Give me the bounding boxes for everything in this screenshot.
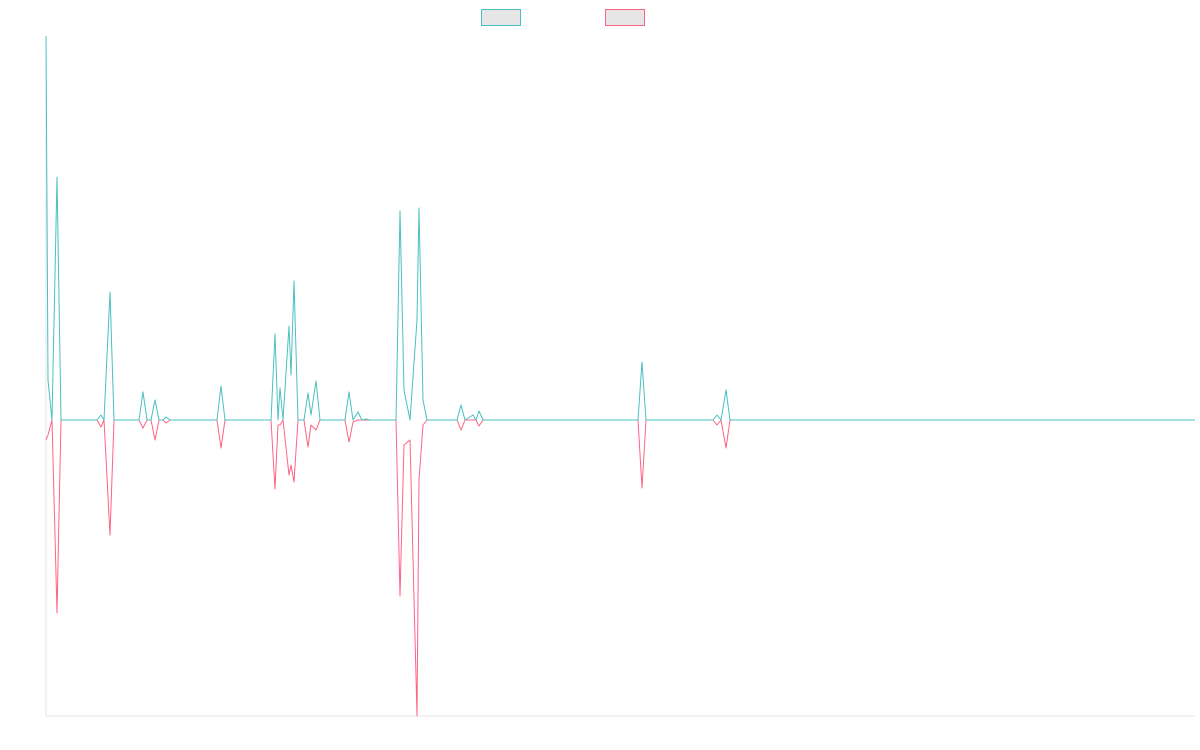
legend-swatch[interactable] [605,9,645,26]
legend [481,9,645,26]
series-line [45,419,1195,717]
legend-swatch[interactable] [481,9,521,26]
series-line [45,35,1195,421]
